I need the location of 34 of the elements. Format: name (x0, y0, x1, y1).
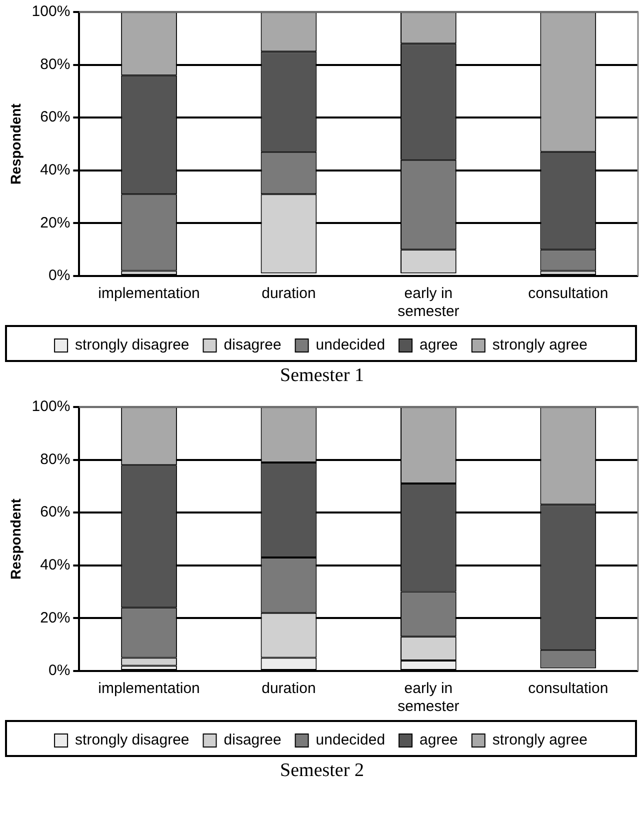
text: Semester 2 (279, 760, 365, 782)
legend-label: undecided (316, 336, 386, 354)
y-tick-label: 100% (32, 3, 70, 20)
legend-label: disagree (224, 732, 282, 749)
x-tick-label: early in semester (398, 285, 460, 320)
legend-label: strongly disagree (75, 336, 190, 354)
y-tick-label: 0% (48, 267, 70, 284)
x-tick-label: duration (262, 285, 316, 302)
y-tick-label: 40% (40, 556, 70, 574)
y-tick-label: 0% (48, 662, 70, 680)
legend-label: disagree (224, 336, 282, 354)
y-tick-label: 80% (40, 56, 70, 73)
y-tick-label: 60% (40, 108, 70, 126)
y-axis-title: Respondent (7, 103, 24, 184)
legend-label: undecided (316, 732, 386, 749)
x-tick-label: early in semester (398, 680, 460, 716)
x-tick-label: duration (262, 680, 316, 698)
x-tick-label: implementation (98, 680, 200, 698)
legend-label: agree (420, 336, 458, 354)
x-tick-label: consultation (528, 680, 608, 698)
y-tick-label: 20% (40, 609, 70, 626)
legend-label: strongly agree (492, 732, 588, 749)
text: Semester 1 (279, 365, 365, 387)
y-tick-label: 80% (40, 450, 70, 468)
legend-label: agree (420, 732, 458, 749)
y-tick-label: 40% (40, 162, 70, 179)
legend-label: strongly disagree (75, 732, 190, 749)
y-tick-label: 20% (40, 214, 70, 232)
y-axis-title: Respondent (7, 498, 24, 580)
x-tick-label: consultation (528, 285, 608, 302)
y-tick-label: 100% (32, 398, 70, 416)
x-tick-label: implementation (98, 285, 200, 302)
legend-label: strongly agree (492, 336, 588, 354)
y-tick-label: 60% (40, 504, 70, 521)
